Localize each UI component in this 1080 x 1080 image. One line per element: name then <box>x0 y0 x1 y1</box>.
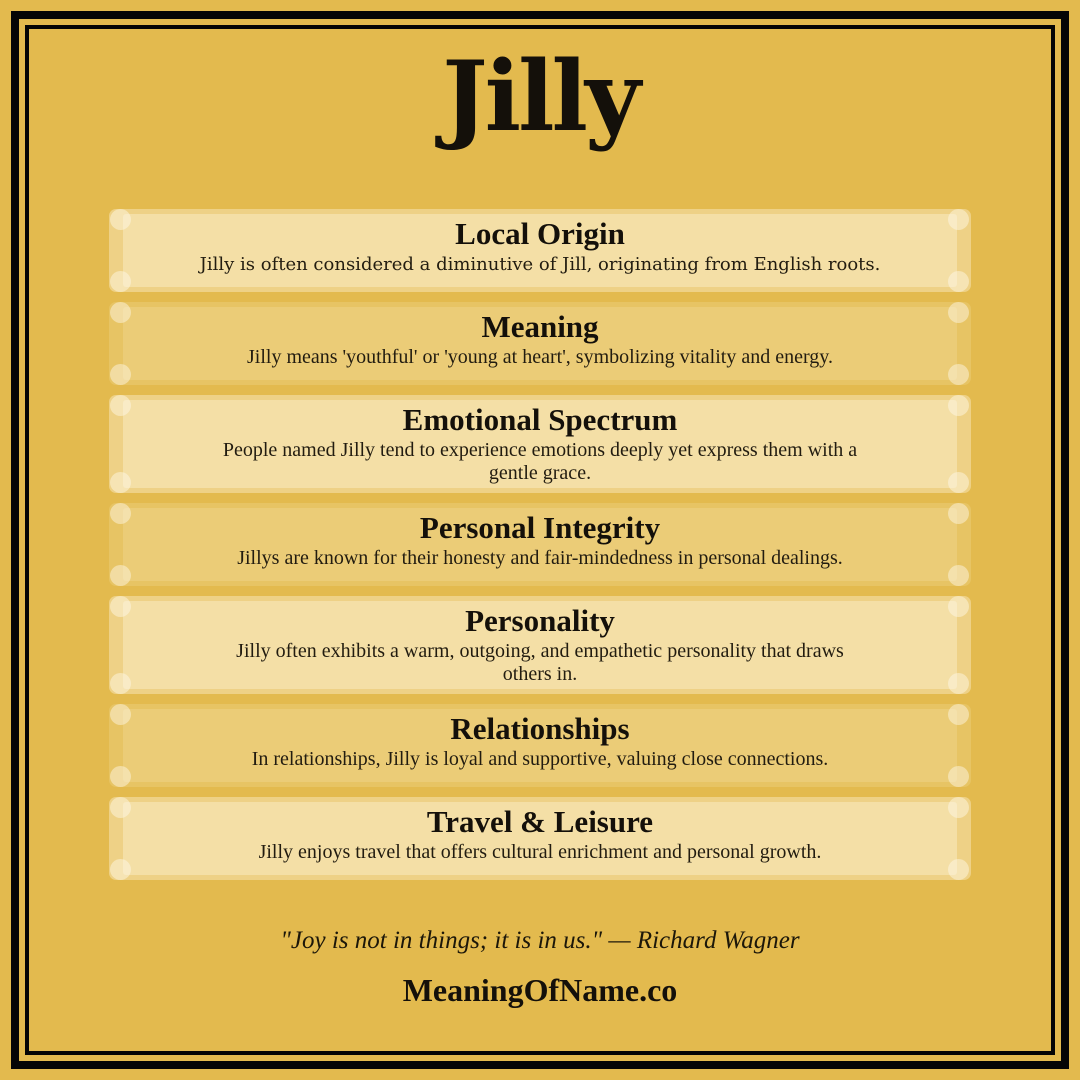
section-card: Travel & Leisure Jilly enjoys travel tha… <box>109 797 971 880</box>
corner-pin-icon <box>110 859 131 880</box>
card-text: Relationships In relationships, Jilly is… <box>149 710 931 771</box>
poster-content: Jilly Local Origin Jilly is often consid… <box>29 29 1051 1051</box>
corner-pin-icon <box>110 766 131 787</box>
footer-brand: MeaningOfName.co <box>402 972 678 1008</box>
corner-pin-icon <box>948 271 969 292</box>
card-text: Personal Integrity Jillys are known for … <box>149 509 931 570</box>
quote-text: "Joy is not in things; it is in us." — R… <box>280 927 800 954</box>
section-card: Relationships In relationships, Jilly is… <box>109 704 971 787</box>
card-text: Local Origin Jilly is often considered a… <box>149 215 931 276</box>
corner-pin-icon <box>948 364 969 385</box>
section-body: Jillys are known for their honesty and f… <box>237 547 843 569</box>
card-text: Emotional Spectrum People named Jilly te… <box>149 401 931 485</box>
corner-pin-icon <box>110 364 131 385</box>
corner-pin-icon <box>110 395 131 416</box>
section-body: Jilly often exhibits a warm, outgoing, a… <box>236 640 844 685</box>
corner-pin-icon <box>110 302 131 323</box>
card-inner-panel <box>123 802 957 875</box>
section-card: Personality Jilly often exhibits a warm,… <box>109 596 971 694</box>
card-inner-panel <box>123 709 957 782</box>
section-heading: Relationships <box>450 711 630 746</box>
corner-pin-icon <box>948 673 969 694</box>
card-text: Travel & Leisure Jilly enjoys travel tha… <box>149 803 931 864</box>
card-inner-panel <box>123 307 957 380</box>
section-body: Jilly is often considered a diminutive o… <box>199 254 881 275</box>
corner-pin-icon <box>948 766 969 787</box>
corner-pin-icon <box>110 596 131 617</box>
card-inner-panel <box>123 601 957 689</box>
corner-pin-icon <box>110 271 131 292</box>
corner-pin-icon <box>110 209 131 230</box>
corner-pin-icon <box>110 673 131 694</box>
section-card: Local Origin Jilly is often considered a… <box>109 209 971 292</box>
section-card: Meaning Jilly means 'youthful' or 'young… <box>109 302 971 385</box>
section-body: People named Jilly tend to experience em… <box>222 439 858 484</box>
name-title: Jilly <box>442 40 641 153</box>
corner-pin-icon <box>110 472 131 493</box>
section-heading: Meaning <box>481 309 599 344</box>
corner-pin-icon <box>948 565 969 586</box>
card-text: Personality Jilly often exhibits a warm,… <box>149 602 931 686</box>
corner-pin-icon <box>110 565 131 586</box>
section-heading: Travel & Leisure <box>426 804 654 839</box>
section-card: Emotional Spectrum People named Jilly te… <box>109 395 971 493</box>
corner-pin-icon <box>948 704 969 725</box>
section-heading: Local Origin <box>455 216 625 251</box>
section-card-list: Local Origin Jilly is often considered a… <box>109 209 971 880</box>
corner-pin-icon <box>948 797 969 818</box>
card-inner-panel <box>123 508 957 581</box>
corner-pin-icon <box>948 209 969 230</box>
section-body: Jilly means 'youthful' or 'young at hear… <box>247 346 833 368</box>
section-body: In relationships, Jilly is loyal and sup… <box>251 748 829 770</box>
corner-pin-icon <box>948 395 969 416</box>
section-body: Jilly enjoys travel that offers cultural… <box>258 841 822 863</box>
corner-pin-icon <box>948 302 969 323</box>
corner-pin-icon <box>948 472 969 493</box>
card-text: Meaning Jilly means 'youthful' or 'young… <box>149 308 931 369</box>
corner-pin-icon <box>110 797 131 818</box>
card-inner-panel <box>123 214 957 287</box>
section-heading: Personality <box>465 603 615 638</box>
section-heading: Emotional Spectrum <box>402 402 678 437</box>
corner-pin-icon <box>948 859 969 880</box>
card-inner-panel <box>123 400 957 488</box>
corner-pin-icon <box>948 596 969 617</box>
corner-pin-icon <box>948 503 969 524</box>
section-heading: Personal Integrity <box>419 510 661 545</box>
corner-pin-icon <box>110 503 131 524</box>
corner-pin-icon <box>110 704 131 725</box>
section-card: Personal Integrity Jillys are known for … <box>109 503 971 586</box>
